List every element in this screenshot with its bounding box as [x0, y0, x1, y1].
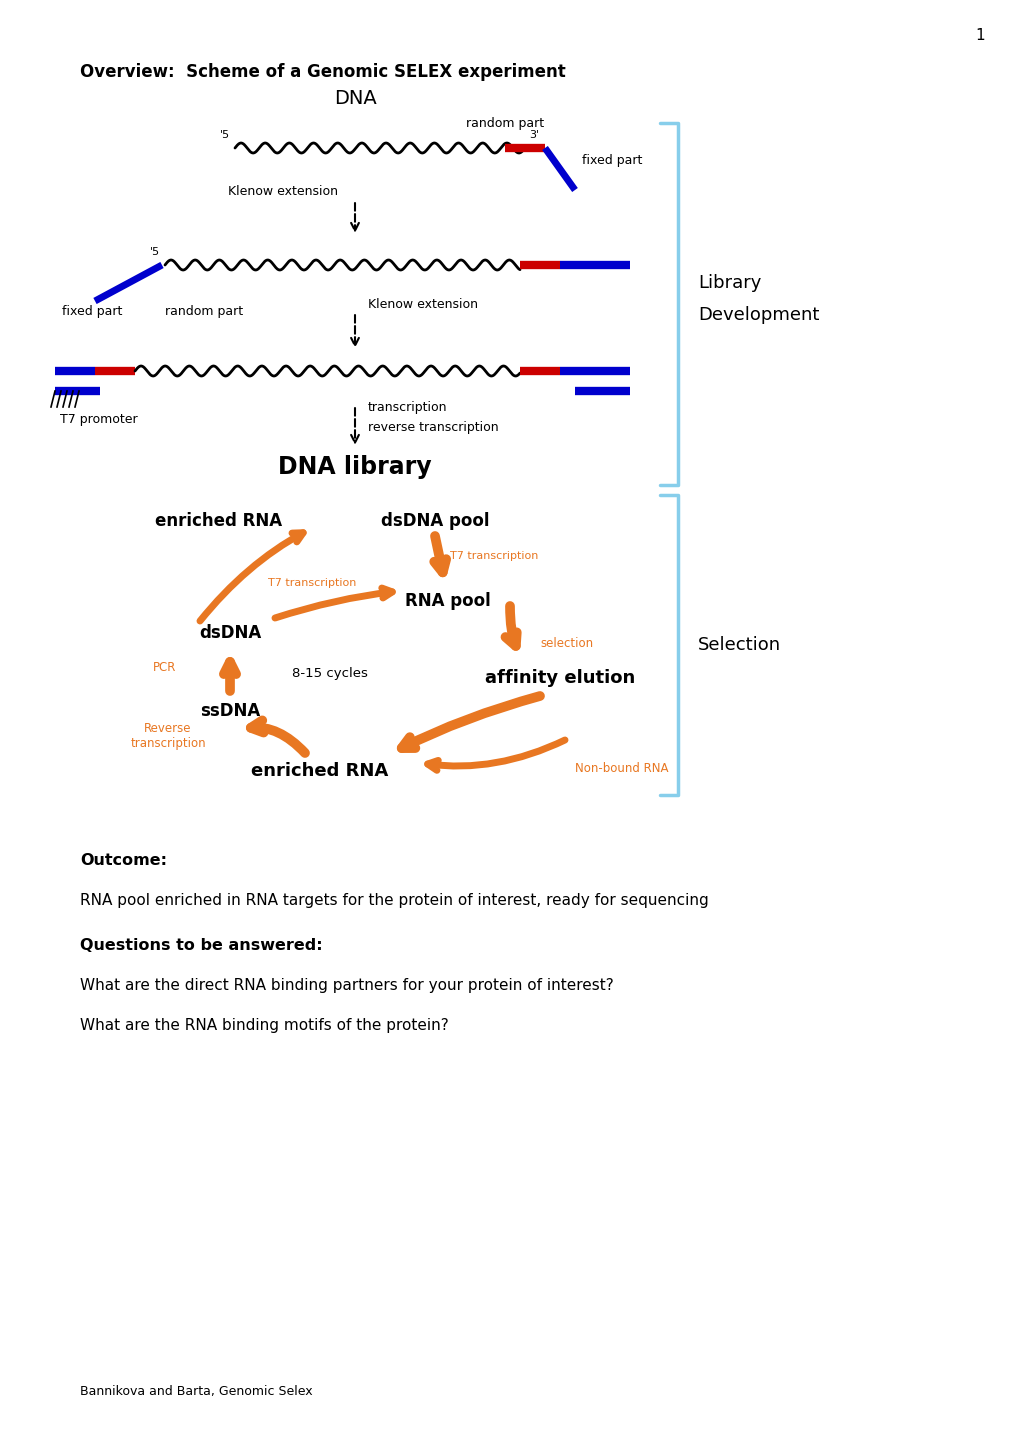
Text: fixed part: fixed part	[62, 304, 122, 317]
Text: enriched RNA: enriched RNA	[251, 762, 388, 781]
Text: ssDNA: ssDNA	[200, 701, 260, 720]
Text: random part: random part	[466, 117, 543, 130]
Text: Development: Development	[697, 306, 818, 325]
Text: T7 promoter: T7 promoter	[60, 413, 138, 426]
Text: What are the RNA binding motifs of the protein?: What are the RNA binding motifs of the p…	[79, 1017, 448, 1033]
Text: 3': 3'	[529, 130, 539, 140]
Text: Reverse
transcription: Reverse transcription	[130, 722, 206, 750]
Text: 8-15 cycles: 8-15 cycles	[291, 667, 368, 680]
Text: What are the direct RNA binding partners for your protein of interest?: What are the direct RNA binding partners…	[79, 978, 613, 993]
Text: fixed part: fixed part	[582, 153, 642, 166]
Text: Bannikova and Barta, Genomic Selex: Bannikova and Barta, Genomic Selex	[79, 1385, 312, 1398]
Text: transcription: transcription	[368, 401, 447, 414]
Text: dsDNA: dsDNA	[199, 623, 261, 642]
Text: Klenow extension: Klenow extension	[228, 185, 337, 198]
Text: Klenow extension: Klenow extension	[368, 299, 478, 312]
Text: RNA pool: RNA pool	[405, 592, 490, 610]
Text: affinity elution: affinity elution	[484, 670, 635, 687]
Text: Overview:  Scheme of a Genomic SELEX experiment: Overview: Scheme of a Genomic SELEX expe…	[79, 63, 566, 81]
Text: selection: selection	[539, 636, 592, 649]
Text: DNA: DNA	[333, 89, 376, 108]
Text: Selection: Selection	[697, 636, 781, 654]
Text: T7 transcription: T7 transcription	[449, 551, 538, 561]
Text: RNA pool enriched in RNA targets for the protein of interest, ready for sequenci: RNA pool enriched in RNA targets for the…	[79, 893, 708, 908]
Text: 1: 1	[974, 27, 984, 43]
Text: reverse transcription: reverse transcription	[368, 421, 498, 434]
Text: random part: random part	[165, 304, 243, 317]
Text: T7 transcription: T7 transcription	[268, 579, 356, 587]
Text: Library: Library	[697, 274, 760, 291]
Text: Outcome:: Outcome:	[79, 853, 167, 869]
Text: '5: '5	[150, 247, 160, 257]
Text: PCR: PCR	[153, 661, 176, 674]
Text: DNA library: DNA library	[278, 455, 431, 479]
Text: Questions to be answered:: Questions to be answered:	[79, 938, 322, 952]
Text: dsDNA pool: dsDNA pool	[380, 512, 489, 530]
Text: enriched RNA: enriched RNA	[155, 512, 282, 530]
Text: Non-bound RNA: Non-bound RNA	[575, 762, 667, 775]
Text: '5: '5	[220, 130, 229, 140]
